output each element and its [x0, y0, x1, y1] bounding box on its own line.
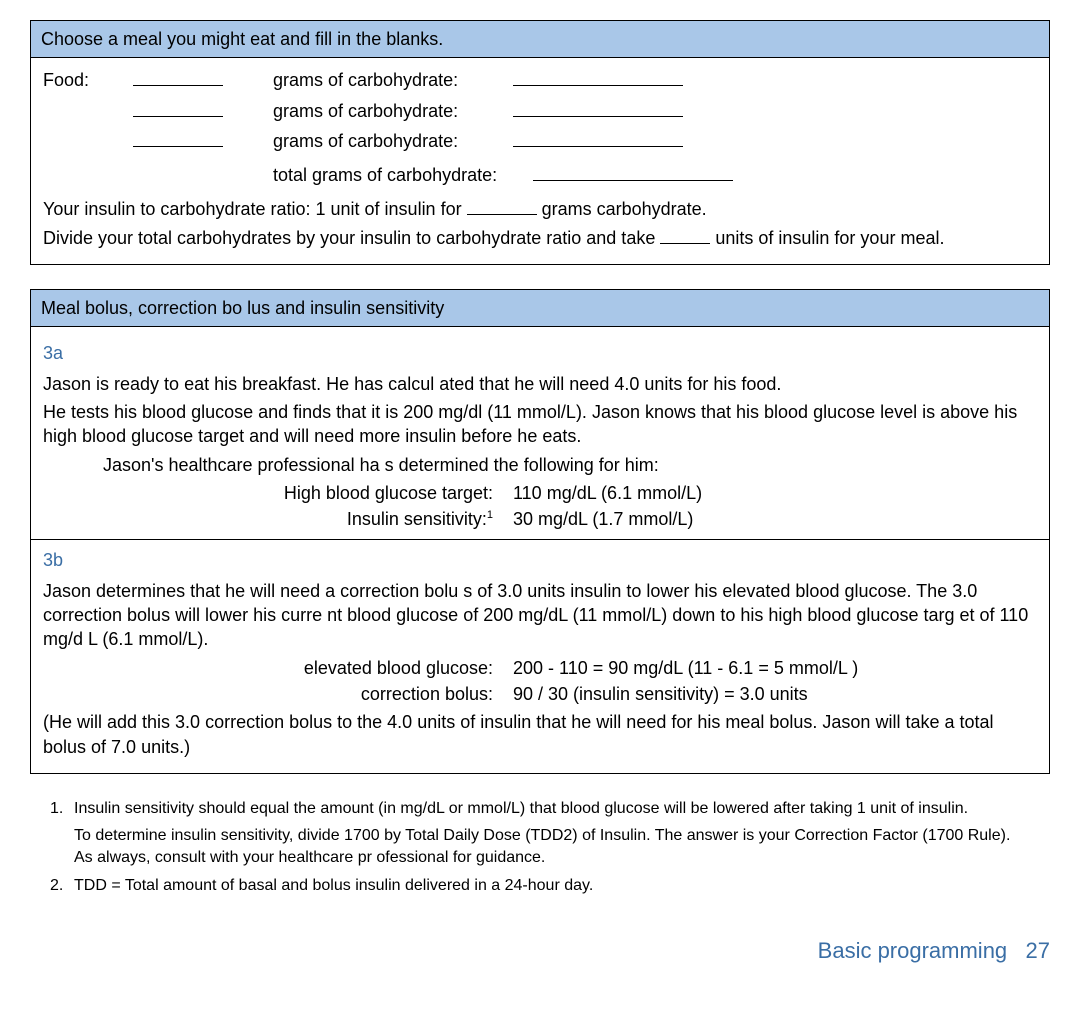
calc-row-cb: correction bolus: 90 / 30 (insulin sensi… — [43, 682, 1037, 706]
food-row-1: Food: grams of carbohydrate: — [43, 68, 1037, 92]
high-target-label: High blood glucose target: — [43, 481, 513, 505]
total-carb-label: total grams of carbohydrate: — [273, 163, 533, 187]
food-row-3: grams of carbohydrate: — [43, 129, 1037, 153]
footnote-1-text: Insulin sensitivity should equal the amo… — [74, 798, 1030, 820]
food-row-2: grams of carbohydrate: — [43, 99, 1037, 123]
divide-line: Divide your total carbohydrates by your … — [43, 226, 1037, 250]
carb-blank — [513, 116, 683, 117]
carb-label: grams of carbohydrate: — [273, 68, 513, 92]
ebg-value: 200 - 110 = 90 mg/dL (11 - 6.1 = 5 mmol/… — [513, 656, 858, 680]
target-row-high: High blood glucose target: 110 mg/dL (6.… — [43, 481, 1037, 505]
ratio-text-a: Your insulin to carbohydrate ratio: 1 un… — [43, 199, 467, 219]
page-footer: Basic programming 27 — [30, 936, 1050, 966]
food-label: Food: — [43, 68, 133, 92]
footnote-ref-1: 1 — [487, 509, 493, 521]
sens-label: Insulin sensitivity:1 — [43, 507, 513, 531]
section-meal-bolus: Meal bolus, correction bo lus and insuli… — [30, 289, 1050, 774]
section-meal-fill-blanks: Choose a meal you might eat and fill in … — [30, 20, 1050, 265]
3a-p2: He tests his blood glucose and finds tha… — [43, 400, 1037, 449]
3b-p1: Jason determines that he will need a cor… — [43, 579, 1037, 652]
food-blank — [133, 85, 223, 86]
ratio-text-b: grams carbohydrate. — [542, 199, 707, 219]
footnotes: 1. Insulin sensitivity should equal the … — [50, 798, 1030, 896]
section2-header: Meal bolus, correction bo lus and insuli… — [31, 290, 1049, 327]
3a-p3: Jason's healthcare professional ha s det… — [103, 453, 1037, 477]
total-carb-blank — [533, 180, 733, 181]
label-3a: 3a — [43, 341, 1037, 365]
footnote-2-text: TDD = Total amount of basal and bolus in… — [74, 875, 1030, 897]
divide-text-b: units of insulin for your meal. — [715, 228, 944, 248]
food-blank — [133, 146, 223, 147]
section1-header: Choose a meal you might eat and fill in … — [31, 21, 1049, 58]
cb-value: 90 / 30 (insulin sensitivity) = 3.0 unit… — [513, 682, 808, 706]
footnote-2: 2. TDD = Total amount of basal and bolus… — [50, 875, 1030, 897]
ebg-label: elevated blood glucose: — [43, 656, 513, 680]
cb-label: correction bolus: — [43, 682, 513, 706]
3b-p2: (He will add this 3.0 correction bolus t… — [43, 710, 1037, 759]
footer-section-name: Basic programming — [818, 938, 1008, 963]
section1-body: Food: grams of carbohydrate: grams of ca… — [31, 58, 1049, 264]
3a-p1: Jason is ready to eat his breakfast. He … — [43, 372, 1037, 396]
calc-row-ebg: elevated blood glucose: 200 - 110 = 90 m… — [43, 656, 1037, 680]
carb-label: grams of carbohydrate: — [273, 99, 513, 123]
divider — [31, 539, 1049, 540]
footnote-1b-text: To determine insulin sensitivity, divide… — [74, 825, 1030, 868]
carb-blank — [513, 85, 683, 86]
label-3b: 3b — [43, 548, 1037, 572]
ratio-blank — [467, 214, 537, 215]
footer-page-number: 27 — [1026, 938, 1050, 963]
high-target-value: 110 mg/dL (6.1 mmol/L) — [513, 481, 702, 505]
footnote-1: 1. Insulin sensitivity should equal the … — [50, 798, 1030, 820]
carb-blank — [513, 146, 683, 147]
ratio-line: Your insulin to carbohydrate ratio: 1 un… — [43, 197, 1037, 221]
sens-value: 30 mg/dL (1.7 mmol/L) — [513, 507, 693, 531]
carb-label: grams of carbohydrate: — [273, 129, 513, 153]
section2-body: 3a Jason is ready to eat his breakfast. … — [31, 327, 1049, 772]
divide-blank — [660, 243, 710, 244]
footnote-1-num: 1. — [50, 798, 74, 820]
food-row-total: total grams of carbohydrate: — [43, 163, 1037, 187]
footnote-2-num: 2. — [50, 875, 74, 897]
divide-text-a: Divide your total carbohydrates by your … — [43, 228, 660, 248]
food-blank — [133, 116, 223, 117]
target-row-sens: Insulin sensitivity:1 30 mg/dL (1.7 mmol… — [43, 507, 1037, 531]
